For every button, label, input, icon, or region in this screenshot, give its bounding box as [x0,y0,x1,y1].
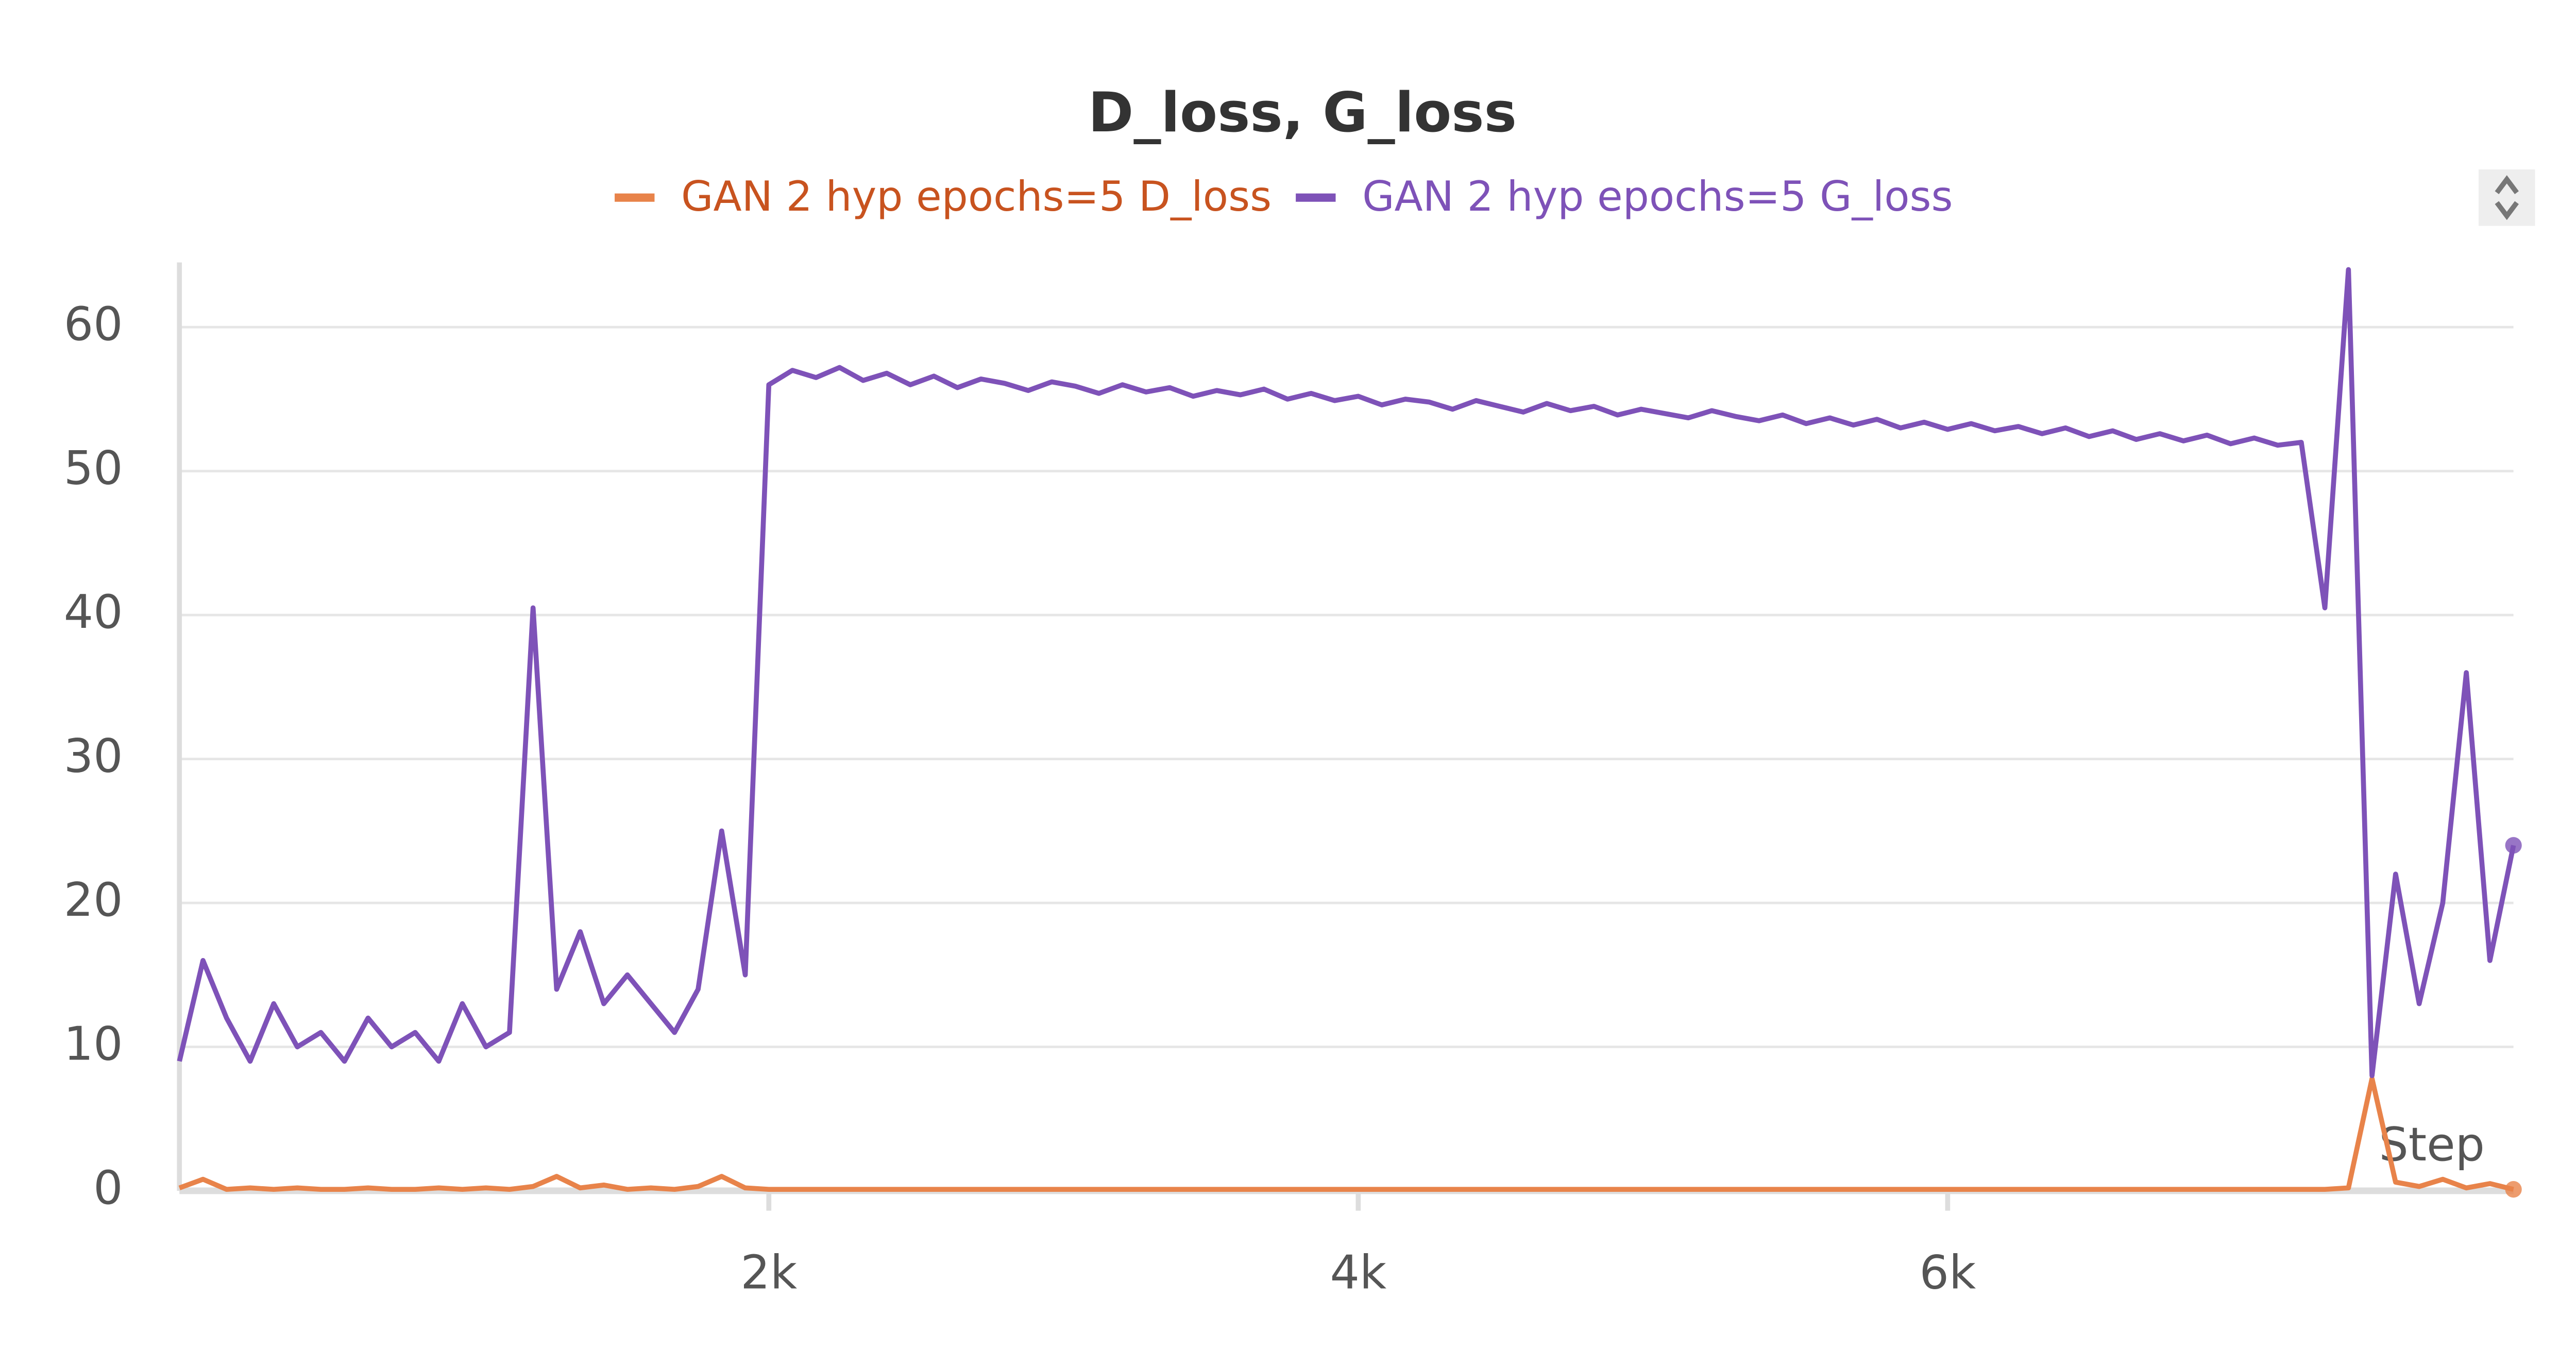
x-axis-label: Step [2379,1118,2485,1172]
x-tick-label: 6k [1920,1245,1976,1299]
icon-arrows [2495,175,2519,220]
end-point [2505,837,2522,854]
legend-label: GAN 2 hyp epochs=5 D_loss [681,173,1272,221]
y-tick-label: 30 [64,729,123,783]
y-tick-label: 0 [93,1161,123,1215]
y-tick-label: 20 [64,873,123,927]
x-tick-label: 4k [1330,1245,1386,1299]
y-tick-label: 40 [64,585,123,639]
series-line [178,1076,2514,1192]
y-tick-label: 10 [64,1017,123,1071]
y-tick-label: 60 [64,297,123,351]
legend-label: GAN 2 hyp epochs=5 G_loss [1362,173,1953,221]
x-tick-label: 2k [740,1245,797,1299]
end-point [2505,1181,2522,1198]
chart-title: D_loss, G_loss [1088,81,1517,145]
series-line [177,267,2516,1079]
menu-icon[interactable] [2478,169,2535,226]
y-tick-label: 50 [64,441,123,495]
